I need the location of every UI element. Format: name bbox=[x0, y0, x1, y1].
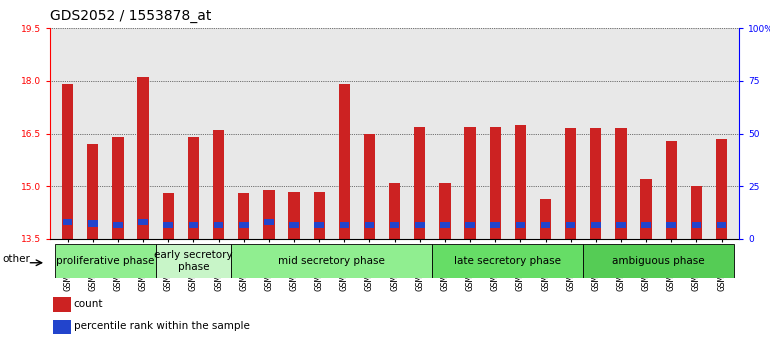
Bar bbox=[540, 199, 551, 239]
Text: count: count bbox=[74, 299, 103, 309]
Bar bbox=[365, 222, 374, 228]
Bar bbox=[113, 222, 122, 228]
Bar bbox=[389, 183, 400, 239]
Text: other: other bbox=[2, 255, 30, 264]
Bar bbox=[641, 222, 651, 228]
Bar bbox=[583, 244, 734, 278]
Bar bbox=[439, 183, 450, 239]
Text: ambiguous phase: ambiguous phase bbox=[612, 256, 705, 266]
Text: mid secretory phase: mid secretory phase bbox=[278, 256, 385, 266]
Bar bbox=[514, 125, 526, 239]
Bar bbox=[641, 179, 651, 239]
Bar bbox=[516, 222, 525, 228]
Bar bbox=[156, 244, 231, 278]
Bar bbox=[238, 193, 249, 239]
Bar bbox=[88, 220, 98, 227]
Bar bbox=[53, 297, 71, 312]
Bar bbox=[665, 141, 677, 239]
Bar bbox=[591, 222, 601, 228]
Bar bbox=[62, 85, 73, 239]
Bar bbox=[440, 222, 450, 228]
Bar bbox=[415, 222, 424, 228]
Bar bbox=[138, 78, 149, 239]
Bar bbox=[339, 85, 350, 239]
Bar bbox=[231, 244, 432, 278]
Bar bbox=[490, 222, 500, 228]
Bar bbox=[290, 222, 299, 228]
Bar bbox=[363, 134, 375, 239]
Bar bbox=[288, 192, 300, 239]
Bar bbox=[214, 222, 223, 228]
Bar bbox=[53, 320, 71, 334]
Bar bbox=[213, 130, 224, 239]
Bar bbox=[162, 193, 174, 239]
Bar bbox=[264, 218, 273, 225]
Bar bbox=[414, 127, 426, 239]
Text: proliferative phase: proliferative phase bbox=[56, 256, 155, 266]
Text: GDS2052 / 1553878_at: GDS2052 / 1553878_at bbox=[50, 9, 212, 23]
Bar bbox=[590, 129, 601, 239]
Bar bbox=[432, 244, 583, 278]
Bar bbox=[87, 144, 99, 239]
Bar bbox=[465, 222, 475, 228]
Bar bbox=[189, 222, 198, 228]
Bar bbox=[615, 129, 627, 239]
Bar bbox=[314, 222, 324, 228]
Bar bbox=[139, 218, 148, 225]
Bar bbox=[490, 127, 501, 239]
Bar bbox=[239, 222, 249, 228]
Text: percentile rank within the sample: percentile rank within the sample bbox=[74, 321, 249, 331]
Bar bbox=[716, 139, 727, 239]
Bar bbox=[565, 129, 576, 239]
Text: late secretory phase: late secretory phase bbox=[454, 256, 561, 266]
Bar bbox=[667, 222, 676, 228]
Bar bbox=[63, 218, 72, 225]
Bar bbox=[566, 222, 575, 228]
Bar bbox=[691, 186, 702, 239]
Bar bbox=[340, 222, 349, 228]
Bar bbox=[390, 222, 400, 228]
Bar bbox=[112, 137, 124, 239]
Bar bbox=[717, 222, 726, 228]
Bar bbox=[616, 222, 626, 228]
Text: early secretory
phase: early secretory phase bbox=[154, 250, 233, 272]
Bar bbox=[263, 190, 275, 239]
Bar bbox=[541, 222, 551, 228]
Bar bbox=[313, 192, 325, 239]
Bar bbox=[163, 222, 173, 228]
Bar bbox=[464, 127, 476, 239]
Bar bbox=[188, 137, 199, 239]
Bar bbox=[691, 222, 701, 228]
Bar bbox=[55, 244, 156, 278]
